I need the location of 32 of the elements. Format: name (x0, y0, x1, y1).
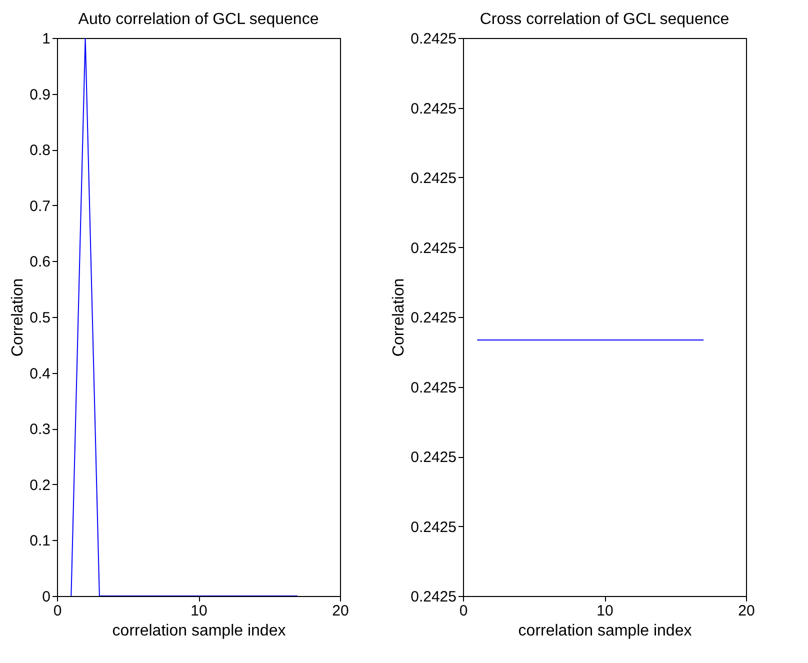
y-tick-label: 0.6 (30, 254, 50, 271)
y-tick-label: 0 (42, 588, 50, 606)
chart-title: Cross correlation of GCL sequence (480, 11, 730, 28)
y-axis-title: Correlation (10, 278, 27, 357)
y-tick-label: 0.2425 (410, 240, 456, 257)
x-tick-label: 20 (738, 602, 755, 620)
y-tick-label: 0.2425 (410, 310, 456, 326)
y-tick-label: 0.2425 (410, 30, 456, 48)
y-tick-label: 0.2 (30, 476, 50, 494)
x-tick-label: 10 (596, 602, 614, 620)
x-tick-label: 0 (53, 602, 62, 620)
y-tick-label: 0.2425 (410, 449, 456, 466)
y-tick-label: 0.2425 (410, 100, 456, 118)
y-tick-label: 1 (42, 30, 50, 48)
y-tick-label: 0.9 (30, 86, 50, 104)
chart-title: Auto correlation of GCL sequence (78, 11, 319, 28)
x-tick-label: 0 (459, 602, 468, 620)
y-tick-label: 0.2425 (410, 588, 456, 606)
y-axis-title: Correlation (390, 278, 408, 357)
x-tick-label: 10 (190, 602, 208, 620)
y-tick-label: 0.2425 (410, 518, 456, 536)
y-tick-label: 0.5 (30, 310, 50, 326)
y-tick-label: 0.2425 (410, 379, 456, 396)
y-tick-label: 0.2425 (410, 170, 456, 187)
x-axis-title: correlation sample index (518, 622, 692, 640)
x-tick-label: 20 (332, 602, 349, 620)
y-tick-label: 0.8 (30, 142, 50, 160)
x-axis-title: correlation sample index (112, 622, 286, 640)
y-tick-label: 0.1 (30, 532, 50, 550)
y-tick-label: 0.3 (30, 421, 50, 438)
y-tick-label: 0.7 (30, 198, 50, 215)
y-tick-label: 0.4 (30, 365, 50, 382)
